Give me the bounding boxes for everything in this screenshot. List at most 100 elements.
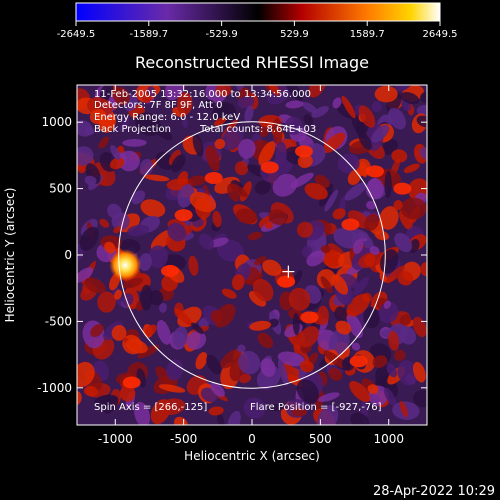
texture-blob (393, 200, 403, 211)
texture-blob (268, 209, 288, 225)
annotation-counts: Total counts: 8.64E+03 (199, 124, 316, 135)
colorbar-tick-label: -2649.5 (57, 29, 96, 40)
texture-blob (158, 398, 186, 416)
texture-blob (148, 245, 168, 269)
hot-spot (260, 161, 279, 174)
texture-blob (230, 183, 248, 197)
texture-blob (215, 85, 232, 97)
texture-blob (84, 175, 97, 186)
texture-blob (394, 232, 413, 253)
hot-spot (174, 209, 193, 222)
hot-spot (300, 311, 319, 324)
footer-flare-position: Flare Position = [-927,-76] (250, 402, 382, 413)
texture-blob (265, 221, 274, 229)
y-tick-label: 0 (64, 248, 72, 262)
texture-blob (298, 326, 319, 348)
texture-blob (364, 254, 376, 267)
texture-blob (384, 387, 397, 407)
texture-blob (214, 303, 236, 328)
texture-blob (110, 145, 121, 160)
texture-blob (208, 406, 224, 416)
texture-blob (296, 221, 314, 238)
texture-blob (277, 351, 305, 367)
x-axis-label: Heliocentric X (arcsec) (184, 449, 320, 463)
texture-blob (186, 331, 207, 350)
texture-blob (247, 231, 263, 241)
texture-blob (156, 320, 171, 345)
hot-spot (277, 275, 296, 288)
texture-blob (155, 151, 175, 170)
texture-blob (304, 183, 328, 200)
texture-blob (109, 157, 125, 170)
texture-blob (221, 288, 237, 299)
texture-blob (267, 85, 280, 96)
texture-blob (341, 95, 356, 119)
chart-title: Reconstructed RHESSI Image (135, 53, 369, 72)
texture-blob (408, 239, 420, 253)
hot-spots (122, 145, 412, 389)
texture-blob (210, 382, 225, 397)
hot-spot (160, 264, 179, 277)
annotation-energy: Energy Range: 6.0 - 12.0 keV (94, 112, 240, 123)
texture-blob (296, 379, 319, 404)
texture-blob (359, 161, 369, 178)
y-axis: -1000 -500 0 500 1000 (37, 115, 427, 395)
texture-blob (388, 330, 400, 351)
colorbar-tick-label: -1589.7 (129, 29, 168, 40)
texture-blob (77, 267, 94, 283)
texture-blob (358, 131, 372, 150)
texture-blob (139, 158, 153, 176)
texture-blob (119, 117, 130, 133)
texture-blob (334, 306, 347, 322)
colorbar-tick-label: 1589.7 (350, 29, 385, 40)
texture-blob (144, 324, 157, 337)
texture-blob (378, 302, 399, 324)
texture-blob (320, 245, 331, 253)
y-axis-label: Heliocentric Y (arcsec) (3, 188, 17, 323)
texture-blob (150, 229, 174, 251)
texture-blob (231, 274, 245, 291)
texture-blob (336, 103, 354, 119)
texture-blob (400, 92, 420, 105)
y-tick-label: -1000 (37, 381, 72, 395)
texture-blob (177, 306, 202, 328)
texture-blob (403, 163, 420, 174)
annotation-detectors: Detectors: 7F 8F 9F, Att 0 (94, 100, 222, 111)
texture-blob (388, 107, 407, 130)
texture-blob (213, 117, 227, 126)
texture-blob (79, 226, 99, 251)
footer-spin-axis: Spin Axis = [266,-125] (94, 402, 207, 413)
texture-blob (188, 175, 207, 186)
texture-blob (318, 392, 340, 402)
texture-blob (138, 253, 152, 271)
texture-blob (125, 338, 148, 354)
texture-blob (399, 209, 413, 231)
texture-blob (293, 344, 310, 365)
texture-blob (367, 384, 379, 395)
texture-blob (249, 320, 272, 331)
texture-blob (268, 403, 289, 412)
plot-area (76, 84, 428, 426)
texture-blob (248, 291, 267, 307)
annotation-time: 11-Feb-2005 13:32:16.000 to 13:34:56.000 (94, 89, 311, 100)
texture-blob (308, 85, 327, 98)
texture-blob (122, 277, 143, 289)
texture-blob (174, 308, 193, 326)
texture-blob (272, 173, 298, 197)
texture-blob (174, 416, 188, 425)
texture-blob (331, 274, 349, 295)
texture-blob (292, 312, 300, 336)
texture-blob (275, 141, 287, 166)
texture-blob (192, 133, 204, 157)
texture-blob (352, 239, 364, 254)
texture-blob (374, 85, 398, 103)
solar-limb-circle (118, 121, 386, 389)
texture-blob (358, 105, 376, 128)
texture-blob (386, 265, 406, 284)
texture-blob (182, 118, 189, 129)
colorbar-tick-label: 2649.5 (423, 29, 458, 40)
hot-spot (366, 165, 385, 178)
texture-blob (369, 246, 380, 255)
x-tick-label: 0 (248, 432, 256, 446)
texture-blob (254, 180, 271, 195)
